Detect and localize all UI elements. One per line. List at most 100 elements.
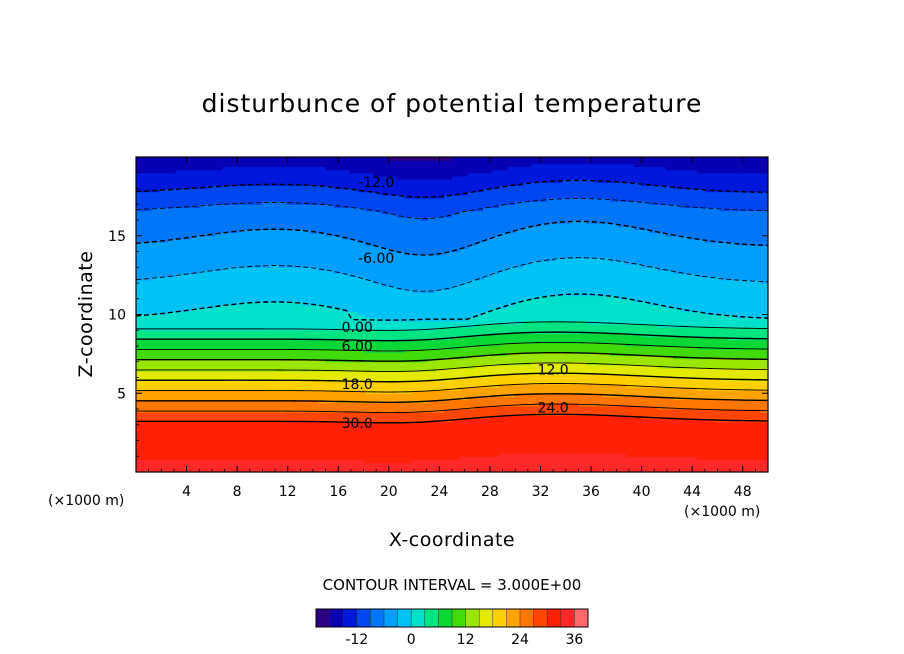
field-cell <box>294 301 303 306</box>
field-cell <box>183 191 192 196</box>
field-cell <box>436 216 445 221</box>
field-cell <box>483 456 493 460</box>
field-cell <box>388 204 398 208</box>
field-cell <box>404 396 414 401</box>
field-cell <box>215 301 224 306</box>
field-cell <box>151 204 161 208</box>
field-cell <box>294 223 303 227</box>
field-cell <box>294 191 303 196</box>
field-cell <box>444 427 453 432</box>
field-cell <box>515 311 524 316</box>
field-cell <box>175 298 184 303</box>
field-cell <box>404 157 414 161</box>
field-cell <box>436 434 445 438</box>
field-cell <box>341 468 350 472</box>
field-cell <box>254 415 263 420</box>
field-cell <box>452 374 461 379</box>
field-cell <box>191 201 200 205</box>
field-cell <box>183 292 192 297</box>
field-cell <box>515 223 524 227</box>
field-cell <box>199 336 208 341</box>
field-cell <box>222 415 232 420</box>
field-cell <box>301 273 311 278</box>
field-cell <box>254 311 263 316</box>
field-cell <box>467 242 477 246</box>
field-cell <box>420 456 429 460</box>
field-cell <box>309 396 319 401</box>
field-cell <box>349 179 358 183</box>
field-cell <box>175 220 184 224</box>
field-cell <box>373 361 382 366</box>
field-cell <box>507 449 516 454</box>
field-cell <box>467 226 477 231</box>
field-cell <box>499 440 508 445</box>
field-cell <box>341 383 350 388</box>
field-cell <box>301 175 311 180</box>
field-cell <box>136 213 145 218</box>
field-cell <box>396 415 406 420</box>
field-cell <box>396 327 406 331</box>
field-cell <box>136 238 145 243</box>
field-cell <box>459 235 469 240</box>
field-cell <box>215 175 224 180</box>
field-cell <box>183 358 192 363</box>
field-cell <box>175 355 184 360</box>
field-cell <box>207 182 216 186</box>
field-cell <box>286 330 295 334</box>
field-cell <box>420 418 429 423</box>
field-cell <box>254 257 263 262</box>
field-cell <box>380 201 390 205</box>
field-cell <box>143 333 153 338</box>
field-cell <box>175 424 184 429</box>
field-cell <box>357 172 366 177</box>
field-cell <box>143 434 153 438</box>
field-cell <box>175 201 184 205</box>
field-cell <box>475 393 485 397</box>
field-cell <box>412 459 421 464</box>
field-cell <box>246 396 256 401</box>
field-cell <box>286 207 295 212</box>
field-cell <box>309 197 319 202</box>
field-cell <box>294 175 303 180</box>
field-cell <box>428 292 437 297</box>
field-cell <box>515 459 524 464</box>
field-cell <box>246 254 256 259</box>
field-cell <box>349 204 358 208</box>
field-cell <box>262 468 271 472</box>
field-cell <box>325 390 335 394</box>
field-cell <box>191 267 200 271</box>
field-cell <box>333 323 342 328</box>
field-cell <box>191 418 200 423</box>
field-cell <box>491 308 500 312</box>
field-cell <box>230 355 240 360</box>
field-cell <box>167 453 177 457</box>
field-cell <box>467 245 477 249</box>
field-cell <box>136 260 145 265</box>
field-cell <box>222 207 232 212</box>
field-cell <box>222 172 232 177</box>
field-cell <box>278 279 287 284</box>
field-cell <box>199 418 208 423</box>
field-cell <box>230 283 240 287</box>
field-cell <box>388 380 398 385</box>
field-cell <box>373 257 382 262</box>
field-cell <box>191 223 200 227</box>
field-cell <box>436 207 445 212</box>
field-cell <box>380 396 390 401</box>
field-cell <box>278 320 287 325</box>
field-cell <box>215 257 224 262</box>
field-cell <box>230 216 240 221</box>
field-cell <box>207 396 216 401</box>
field-cell <box>246 361 256 366</box>
field-cell <box>309 301 319 306</box>
field-cell <box>199 292 208 297</box>
field-cell <box>325 317 335 322</box>
field-cell <box>499 449 508 454</box>
field-cell <box>270 346 279 350</box>
field-cell <box>333 317 342 322</box>
field-cell <box>373 468 382 472</box>
field-cell <box>349 311 358 316</box>
field-cell <box>301 393 311 397</box>
field-cell <box>428 349 437 353</box>
field-cell <box>199 383 208 388</box>
